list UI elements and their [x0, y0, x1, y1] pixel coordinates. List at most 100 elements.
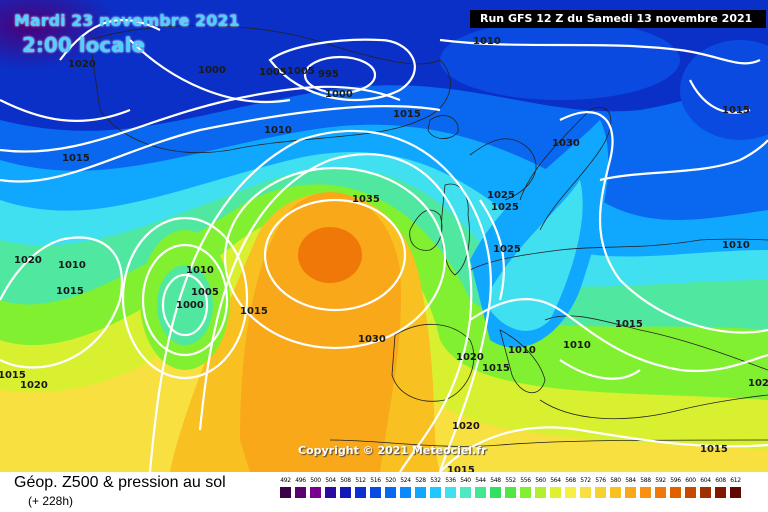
legend-label: 540 [460, 477, 471, 484]
legend-swatch [385, 487, 396, 498]
legend-step: 580 [610, 477, 621, 499]
isobar-label: 1010 [473, 36, 501, 47]
legend-label: 608 [715, 477, 726, 484]
legend-swatch [505, 487, 516, 498]
legend-swatch [460, 487, 471, 498]
legend-swatch [625, 487, 636, 498]
legend-step: 560 [535, 477, 546, 499]
legend-swatch [430, 487, 441, 498]
legend-label: 560 [535, 477, 546, 484]
legend-swatch [655, 487, 666, 498]
legend-step: 568 [565, 477, 576, 499]
legend-label: 556 [520, 477, 531, 484]
legend-step: 572 [580, 477, 591, 499]
legend-label: 592 [655, 477, 666, 484]
legend-label: 596 [670, 477, 681, 484]
legend-label: 512 [355, 477, 366, 484]
legend-step: 528 [415, 477, 426, 499]
legend-step: 556 [520, 477, 531, 499]
legend-step: 612 [730, 477, 741, 499]
legend-step: 524 [400, 477, 411, 499]
isobar-label: 1015 [62, 153, 90, 164]
legend-step: 600 [685, 477, 696, 499]
legend-swatch [535, 487, 546, 498]
legend-step: 552 [505, 477, 516, 499]
legend-swatch [475, 487, 486, 498]
isobar-label: 1005 [259, 67, 287, 78]
legend-swatch [370, 487, 381, 498]
legend-swatch [580, 487, 591, 498]
legend-step: 592 [655, 477, 666, 499]
isobar-label: 1020 [452, 421, 480, 432]
legend-step: 520 [385, 477, 396, 499]
legend-swatch [700, 487, 711, 498]
legend-step: 500 [310, 477, 321, 499]
isobar-label: 1000 [198, 65, 226, 76]
isobar-label: 1015 [0, 370, 26, 381]
legend-swatch [610, 487, 621, 498]
legend-swatch [670, 487, 681, 498]
legend-step: 596 [670, 477, 681, 499]
isobar-label: 1005 [287, 66, 315, 77]
legend-label: 544 [475, 477, 486, 484]
legend-step: 540 [460, 477, 471, 499]
legend-swatch [325, 487, 336, 498]
isobar-label: 1020 [20, 380, 48, 391]
legend-step: 512 [355, 477, 366, 499]
color-scale-legend: 492 496 500 504 508 512 516 520 524 528 532 536 540 5… [280, 477, 746, 499]
legend-swatch [595, 487, 606, 498]
isobar-label: 1020 [68, 59, 96, 70]
legend-label: 524 [400, 477, 411, 484]
isobar-label: 1000 [325, 89, 353, 100]
forecast-time: 2:00 locale [22, 33, 146, 57]
legend-label: 568 [565, 477, 576, 484]
forecast-date: Mardi 23 novembre 2021 [14, 11, 240, 30]
isobar-label: 1035 [352, 194, 380, 205]
legend-label: 580 [610, 477, 621, 484]
legend-step: 564 [550, 477, 561, 499]
legend-step: 584 [625, 477, 636, 499]
isobar-label: 1010 [186, 265, 214, 276]
legend-swatch [550, 487, 561, 498]
legend-swatch [280, 487, 291, 498]
isobar-label: 1015 [447, 465, 475, 472]
legend-label: 572 [580, 477, 591, 484]
isobar-label: 1015 [722, 105, 750, 116]
legend-swatch [295, 487, 306, 498]
legend-label: 564 [550, 477, 561, 484]
isobar-label: 1010 [58, 260, 86, 271]
legend-step: 532 [430, 477, 441, 499]
legend-step: 496 [295, 477, 306, 499]
legend-label: 508 [340, 477, 351, 484]
legend-label: 600 [685, 477, 696, 484]
isobar-label: 1010 [722, 240, 750, 251]
isobar-label: 1020 [14, 255, 42, 266]
legend-label: 588 [640, 477, 651, 484]
isobar-label: 1005 [191, 287, 219, 298]
legend-swatch [490, 487, 501, 498]
legend-step: 544 [475, 477, 486, 499]
isobar-label: 1015 [240, 306, 268, 317]
legend-label: 500 [310, 477, 321, 484]
chart-title: Géop. Z500 & pression au sol [14, 474, 226, 491]
legend-swatch [520, 487, 531, 498]
legend-label: 548 [490, 477, 501, 484]
isobar-label: 1030 [552, 138, 580, 149]
legend-swatch [400, 487, 411, 498]
legend-step: 548 [490, 477, 501, 499]
legend-swatch [565, 487, 576, 498]
isobar-label: 1025 [487, 190, 515, 201]
isobar-label: 1010 [264, 125, 292, 136]
legend-step: 588 [640, 477, 651, 499]
isobar-label: 1015 [700, 444, 728, 455]
legend-label: 492 [280, 477, 291, 484]
legend-step: 516 [370, 477, 381, 499]
legend-swatch [730, 487, 741, 498]
legend-swatch [340, 487, 351, 498]
isobar-label: 1010 [563, 340, 591, 351]
legend-label: 552 [505, 477, 516, 484]
legend-step: 576 [595, 477, 606, 499]
isobar-label: 1015 [615, 319, 643, 330]
legend-label: 532 [430, 477, 441, 484]
legend-swatch [310, 487, 321, 498]
